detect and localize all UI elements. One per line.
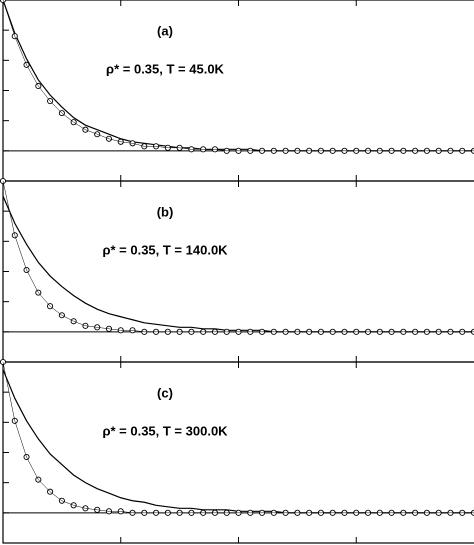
curve bbox=[2, 369, 474, 514]
panel-label: (b) bbox=[157, 204, 174, 219]
marker-connector bbox=[2, 0, 474, 152]
data-point bbox=[0, 0, 7, 4]
panel-label: (c) bbox=[157, 385, 173, 400]
panel-annotation: ρ* = 0.35, T = 45.0K bbox=[106, 61, 225, 76]
marker-connector bbox=[2, 361, 474, 514]
curve bbox=[2, 0, 474, 152]
marker-connector bbox=[2, 180, 474, 333]
panel-annotation: ρ* = 0.35, T = 140.0K bbox=[102, 242, 228, 257]
curve bbox=[2, 195, 474, 333]
panel-annotation: ρ* = 0.35, T = 300.0K bbox=[102, 423, 228, 438]
panel-label: (a) bbox=[157, 23, 173, 38]
